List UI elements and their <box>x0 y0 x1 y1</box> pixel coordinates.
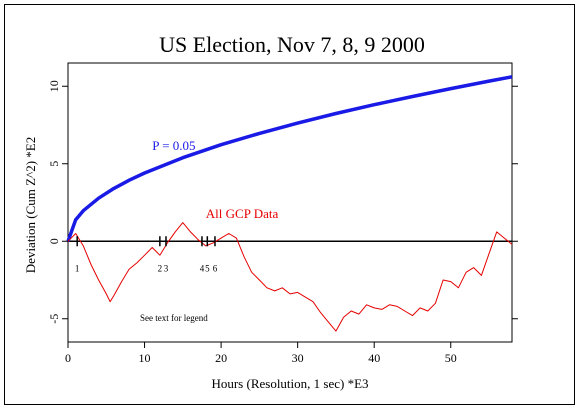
plot-border <box>67 62 513 343</box>
y-axis-label: Deviation (Cum Z^2) *E2 <box>23 137 38 273</box>
x-tick-label: 50 <box>445 351 457 365</box>
event-marker-label: 6 <box>213 263 218 273</box>
series-line-gcp <box>67 222 513 332</box>
y-tick-label: 0 <box>47 238 61 244</box>
series-annotation: All GCP Data <box>206 206 279 221</box>
event-marker-label: 5 <box>205 263 210 273</box>
chart-title: US Election, Nov 7, 8, 9 2000 <box>159 32 425 57</box>
x-tick-label: 20 <box>215 351 227 365</box>
x-tick-label: 0 <box>65 351 71 365</box>
event-marker-label: 4 <box>200 263 205 273</box>
y-tick-label: 5 <box>47 161 61 167</box>
legend-note: See text for legend <box>140 313 208 323</box>
y-axis: -5 0 5 10 <box>47 80 518 324</box>
y-tick-label: 10 <box>47 80 61 92</box>
event-marker-label: 3 <box>164 263 169 273</box>
series-annotation: P = 0.05 <box>152 138 195 153</box>
y-tick-label: -5 <box>47 314 61 324</box>
x-axis: 0 10 20 30 40 50 <box>65 342 457 365</box>
x-axis-label: Hours (Resolution, 1 sec) *E3 <box>211 376 368 391</box>
event-marker-label: 2 <box>158 263 163 273</box>
event-marker-label: 1 <box>75 263 80 273</box>
x-tick-label: 10 <box>139 351 151 365</box>
x-tick-label: 30 <box>292 351 304 365</box>
series-line-p05 <box>66 75 513 242</box>
x-tick-label: 40 <box>368 351 380 365</box>
chart-frame <box>4 4 575 405</box>
